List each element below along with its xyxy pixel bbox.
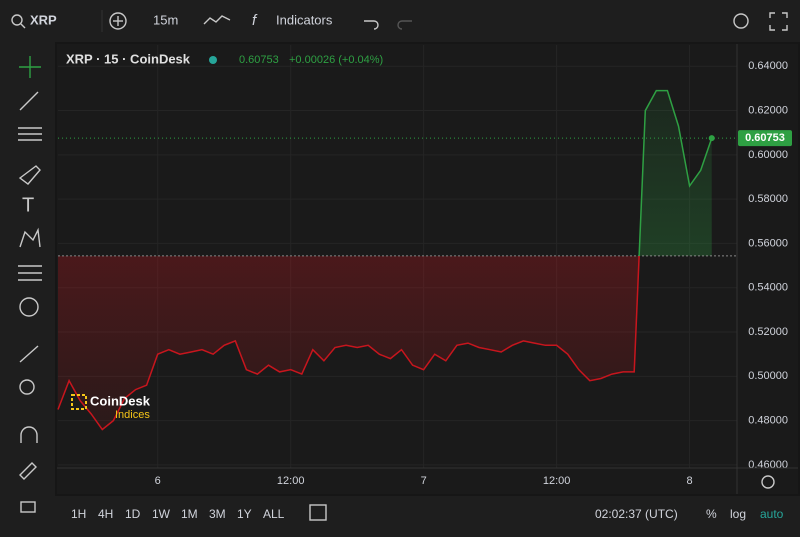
y-tick-label: 0.60000 [748,149,788,161]
chart-title: XRP · 15 · CoinDesk [66,51,191,66]
logo-name: CoinDesk [90,393,151,408]
scale-mode[interactable]: % [706,507,717,521]
symbol[interactable]: XRP [30,12,57,27]
pattern-tool[interactable] [19,227,41,248]
zoom-tool[interactable] [19,379,35,395]
y-tick-label: 0.64000 [748,60,788,72]
search-button[interactable] [11,14,26,29]
x-tick-label: 12:00 [277,475,305,487]
x-tick-label: 8 [687,475,693,487]
y-tick-label: 0.50000 [748,370,788,382]
scale-mode[interactable]: auto [760,507,784,521]
axis-settings[interactable] [761,475,775,489]
prediction-tool[interactable] [18,265,42,281]
range-button[interactable]: 1Y [237,507,252,521]
interval[interactable]: 15m [153,12,178,27]
fib-tool[interactable] [18,127,42,141]
last-price: 0.60753 [239,54,279,66]
range-button[interactable]: 3M [209,507,226,521]
range-button[interactable]: 1W [152,507,171,521]
last-change: +0.00026 (+0.04%) [289,54,383,66]
stay-drawing-tool[interactable] [19,462,37,480]
bottom-bar [55,496,800,537]
scale-mode[interactable]: log [730,507,746,521]
text-tool[interactable]: T [22,194,34,216]
range-button[interactable]: 4H [98,507,113,521]
x-tick-label: 12:00 [543,475,571,487]
last-point [708,135,715,142]
y-tick-label: 0.62000 [748,104,788,116]
range-button[interactable]: 1H [71,507,86,521]
indicators[interactable]: Indicators [276,12,333,27]
ruler-tool[interactable] [19,345,39,363]
compare-button[interactable] [109,12,127,30]
range-button[interactable]: 1D [125,507,141,521]
y-tick-label: 0.54000 [748,282,788,294]
goto-date-button[interactable] [309,504,327,521]
logo-sub: Indices [115,409,150,421]
x-tick-label: 7 [421,475,427,487]
fullscreen-button[interactable] [769,12,788,31]
price-tag [738,130,792,147]
brush-tool[interactable] [18,165,41,185]
x-tick-label: 6 [155,475,161,487]
price-line [57,89,713,431]
range-button[interactable]: 1M [181,507,198,521]
crosshair-tool[interactable] [19,56,41,78]
range-button[interactable]: ALL [263,507,285,521]
lock-tool[interactable] [20,501,36,513]
trend-line-tool[interactable] [19,91,39,111]
redo-button[interactable] [397,20,412,30]
magnet-tool[interactable] [20,426,38,443]
settings-button[interactable] [733,13,749,29]
price-tag-label: 0.60753 [745,132,785,144]
logo-icon [71,394,87,410]
status-dot [209,56,217,64]
y-tick-label: 0.58000 [748,193,788,205]
clock: 02:02:37 (UTC) [595,507,678,521]
undo-button[interactable] [364,20,379,30]
fx-icon[interactable]: f [252,12,258,29]
chart-style-button[interactable] [203,15,231,25]
y-tick-label: 0.56000 [748,237,788,249]
y-tick-label: 0.46000 [748,459,788,471]
icon-tool[interactable] [19,297,39,317]
y-tick-label: 0.52000 [748,326,788,338]
y-tick-label: 0.48000 [748,415,788,427]
left-bar [0,42,55,537]
